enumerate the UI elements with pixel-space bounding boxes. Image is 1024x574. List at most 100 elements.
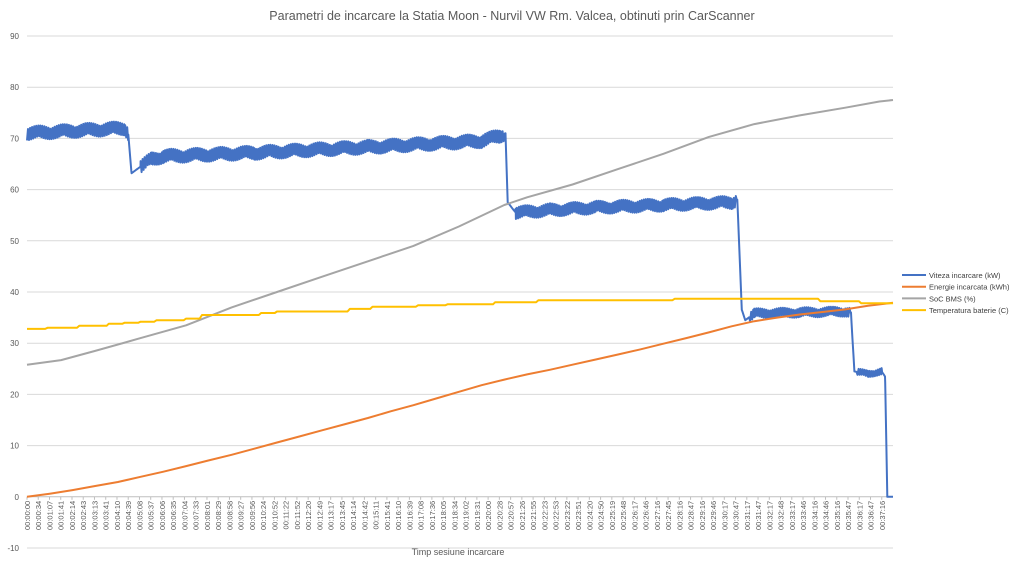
x-tick-label: 00:05:08 — [135, 501, 144, 530]
legend-label: Viteza incarcare (kW) — [929, 271, 1001, 280]
x-tick-label: 00:29:16 — [698, 501, 707, 530]
x-tick-label: 00:36:47 — [867, 501, 876, 530]
x-axis-ticks: 00:00:00 00:00:34 00:01:07 00:01:41 00:02:14… — [23, 496, 887, 530]
x-tick-label: 00:34:46 — [822, 501, 831, 530]
x-tick-label: 00:32:17 — [765, 501, 774, 530]
y-tick-label: -10 — [7, 544, 19, 553]
x-tick-label: 00:37:16 — [878, 501, 887, 530]
series-line-2 — [26, 99, 894, 366]
x-tick-label: 00:01:41 — [57, 501, 66, 530]
x-tick-label: 00:02:43 — [79, 501, 88, 530]
x-tick-label: 00:13:45 — [338, 501, 347, 530]
x-tick-label: 00:27:16 — [653, 501, 662, 530]
x-tick-label: 00:36:17 — [855, 501, 864, 530]
x-tick-label: 00:33:17 — [788, 501, 797, 530]
x-tick-label: 00:09:56 — [248, 501, 257, 530]
x-tick-label: 00:08:29 — [214, 501, 223, 530]
series-lines — [26, 99, 894, 498]
x-tick-label: 00:15:11 — [372, 501, 381, 530]
x-axis-title: Timp sesiune incarcare — [412, 547, 505, 557]
y-tick-label: 10 — [10, 442, 19, 451]
y-axis-ticks: -10 0 10 20 30 40 50 60 70 80 90 — [7, 32, 19, 553]
x-tick-label: 00:20:57 — [507, 501, 516, 530]
x-tick-label: 00:25:19 — [608, 501, 617, 530]
x-tick-label: 00:31:17 — [743, 501, 752, 530]
x-tick-label: 00:33:46 — [799, 501, 808, 530]
x-tick-label: 00:26:46 — [642, 501, 651, 530]
x-tick-label: 00:06:35 — [169, 501, 178, 530]
x-tick-label: 00:01:07 — [45, 501, 54, 530]
y-tick-label: 0 — [15, 493, 20, 502]
x-tick-label: 00:11:52 — [293, 501, 302, 530]
y-tick-label: 20 — [10, 390, 19, 399]
x-tick-label: 00:23:22 — [563, 501, 572, 530]
series-line-0 — [26, 120, 894, 498]
x-tick-label: 00:27:45 — [664, 501, 673, 530]
x-tick-label: 00:18:05 — [439, 501, 448, 530]
legend-label: Temperatura baterie (C) — [929, 306, 1009, 315]
y-tick-label: 80 — [10, 83, 19, 92]
x-tick-label: 00:35:16 — [833, 501, 842, 530]
series-line-3 — [27, 297, 893, 330]
x-tick-label: 00:13:17 — [327, 501, 336, 530]
x-tick-label: 00:10:24 — [259, 501, 268, 530]
legend: Viteza incarcare (kW) Energie incarcata (… — [902, 271, 1010, 315]
x-tick-label: 00:14:42 — [360, 501, 369, 530]
x-tick-label: 00:07:04 — [180, 501, 189, 530]
x-tick-label: 00:05:37 — [147, 501, 156, 530]
x-tick-label: 00:21:26 — [518, 501, 527, 530]
x-tick-label: 00:20:00 — [484, 501, 493, 530]
x-tick-label: 00:17:36 — [428, 501, 437, 530]
x-tick-label: 00:25:48 — [619, 501, 628, 530]
x-tick-label: 00:08:58 — [225, 501, 234, 530]
x-tick-label: 00:21:55 — [529, 501, 538, 530]
x-tick-label: 00:28:16 — [675, 501, 684, 530]
x-tick-label: 00:22:23 — [540, 501, 549, 530]
x-tick-label: 00:24:50 — [597, 501, 606, 530]
x-tick-label: 00:16:10 — [394, 501, 403, 530]
x-tick-label: 00:31:47 — [754, 501, 763, 530]
x-tick-label: 00:19:02 — [462, 501, 471, 530]
x-tick-label: 00:03:13 — [90, 501, 99, 530]
x-tick-label: 00:00:34 — [34, 501, 43, 530]
x-tick-label: 00:15:41 — [383, 501, 392, 530]
gridlines — [27, 35, 893, 549]
y-tick-label: 40 — [10, 288, 19, 297]
x-tick-label: 00:06:06 — [158, 501, 167, 530]
x-tick-label: 00:29:46 — [709, 501, 718, 530]
y-tick-label: 30 — [10, 339, 19, 348]
legend-label: SoC BMS (%) — [929, 294, 976, 303]
x-tick-label: 00:18:34 — [450, 501, 459, 530]
x-tick-label: 00:30:47 — [732, 501, 741, 530]
y-tick-label: 60 — [10, 186, 19, 195]
x-tick-label: 00:03:41 — [102, 501, 111, 530]
x-tick-label: 00:12:49 — [315, 501, 324, 530]
x-tick-label: 00:24:20 — [585, 501, 594, 530]
x-tick-label: 00:17:08 — [417, 501, 426, 530]
y-tick-label: 90 — [10, 32, 19, 41]
x-tick-label: 00:08:01 — [203, 501, 212, 530]
x-tick-label: 00:09:27 — [237, 501, 246, 530]
x-tick-label: 00:00:00 — [23, 501, 32, 530]
legend-label: Energie incarcata (kWh) — [929, 283, 1010, 292]
chart-title: Parametri de incarcare la Statia Moon - … — [269, 9, 754, 23]
x-tick-label: 00:07:33 — [192, 501, 201, 530]
y-tick-label: 50 — [10, 237, 19, 246]
x-tick-label: 00:14:14 — [349, 501, 358, 530]
x-tick-label: 00:30:17 — [720, 501, 729, 530]
x-tick-label: 00:19:31 — [473, 501, 482, 530]
x-tick-label: 00:02:14 — [68, 501, 77, 530]
x-tick-label: 00:32:48 — [777, 501, 786, 530]
x-tick-label: 00:11:22 — [282, 501, 291, 530]
x-tick-label: 00:12:20 — [304, 501, 313, 530]
x-tick-label: 00:23:51 — [574, 501, 583, 530]
x-tick-label: 00:28:47 — [687, 501, 696, 530]
x-tick-label: 00:04:39 — [124, 501, 133, 530]
x-tick-label: 00:22:53 — [552, 501, 561, 530]
x-tick-label: 00:26:17 — [630, 501, 639, 530]
x-tick-label: 00:04:10 — [113, 501, 122, 530]
x-tick-label: 00:34:16 — [810, 501, 819, 530]
x-tick-label: 00:20:28 — [495, 501, 504, 530]
